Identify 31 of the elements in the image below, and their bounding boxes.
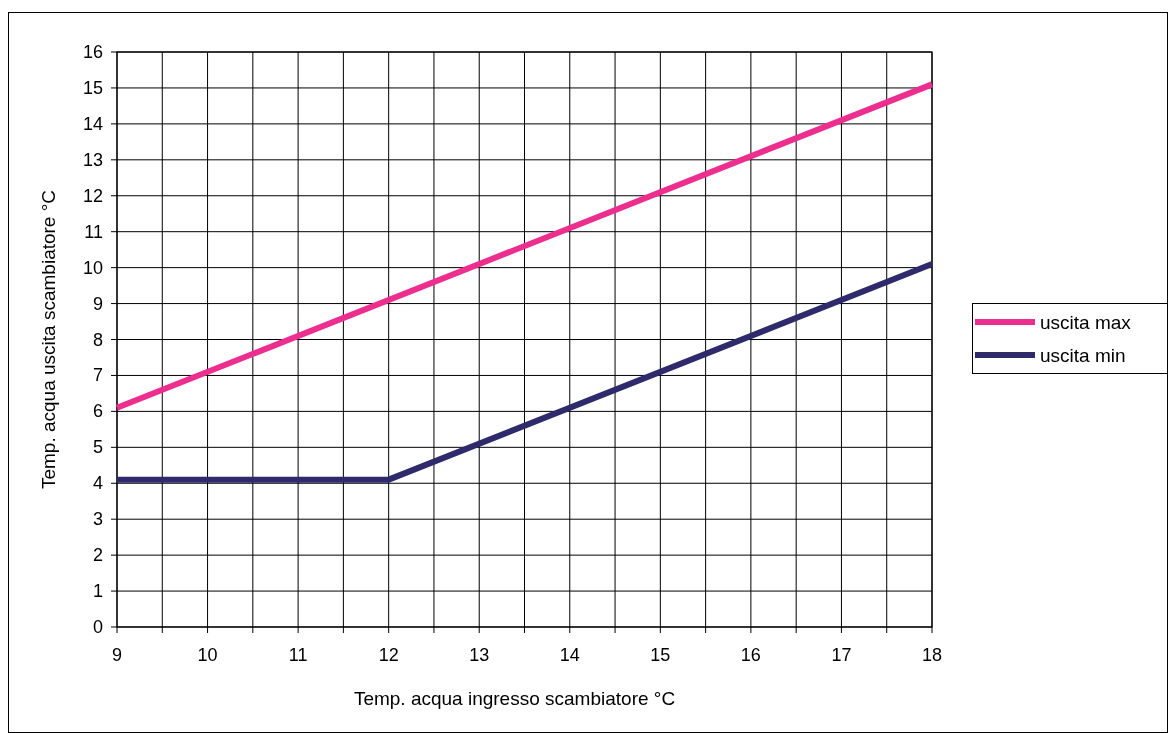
y-tick-label: 0 [92,617,103,637]
x-tick-label: 13 [469,645,490,665]
x-axis-title: Temp. acqua ingresso scambiatore °C [353,688,676,709]
y-tick-label: 13 [82,149,103,170]
x-tick-label: 10 [197,645,218,665]
y-tick-label: 8 [92,329,103,350]
y-tick-label: 4 [92,473,103,494]
x-tick-label: 18 [921,645,943,665]
legend-label: uscita min [1040,345,1126,366]
x-tick-label: 17 [831,645,852,665]
y-tick-label: 14 [82,113,103,134]
y-axis-title: Temp. acqua uscita scambiatore °C [38,189,59,490]
x-tick-label: 16 [740,645,761,665]
y-tick-label: 6 [92,401,103,422]
y-tick-label: 1 [92,581,103,602]
legend-label: uscita max [1040,312,1132,333]
y-tick-label: 2 [92,545,103,566]
y-tick-label: 10 [82,257,103,278]
y-tick-label: 12 [82,185,103,206]
x-tick-label: 9 [111,645,123,665]
y-tick-label: 16 [82,42,103,62]
y-tick-label: 7 [92,365,103,386]
x-tick-label: 14 [559,645,580,665]
y-tick-label: 3 [92,509,103,530]
y-tick-label: 9 [92,293,103,314]
y-tick-label: 15 [82,77,103,98]
x-tick-label: 12 [378,645,399,665]
y-tick-label: 5 [92,437,103,458]
x-tick-label: 11 [288,645,308,665]
x-tick-label: 15 [650,645,671,665]
y-tick-label: 11 [84,221,103,242]
